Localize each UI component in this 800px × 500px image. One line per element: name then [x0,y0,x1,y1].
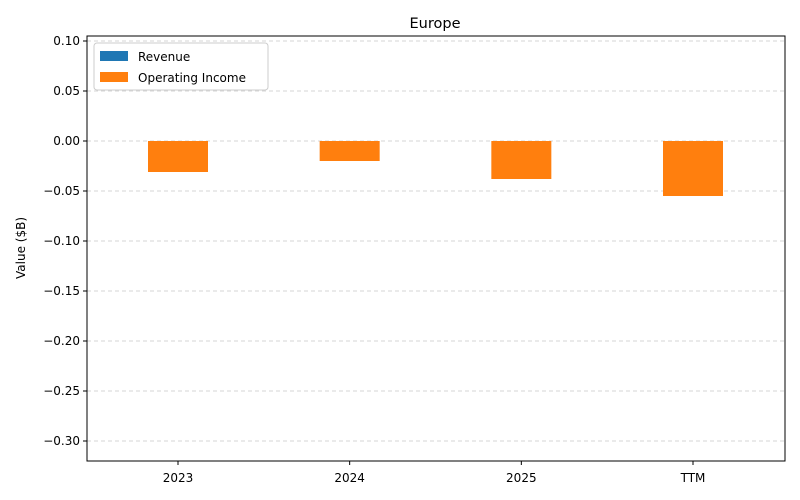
y-tick-label: −0.30 [43,434,80,448]
plot-area-frame [86,35,786,462]
chart-title: Europe [410,16,461,32]
legend-label-revenue: Revenue [138,50,190,64]
legend-swatch-revenue [100,51,128,61]
y-tick-label: −0.15 [43,284,80,298]
x-tick-label: TTM [680,471,706,485]
x-tick-label: 2023 [163,471,194,485]
y-tick-label: 0.05 [53,84,80,98]
bars [148,141,723,196]
x-tick-label: 2024 [334,471,365,485]
legend-label-operating-income: Operating Income [138,71,246,85]
y-tick-label: −0.05 [43,184,80,198]
y-tick-label: 0.00 [53,134,80,148]
y-tick-label: −0.20 [43,334,80,348]
bar-operating-income-2024 [319,141,380,161]
bar-operating-income-2023 [148,141,208,172]
y-tick-label: −0.10 [43,234,80,248]
y-axis-label: Value ($B) [14,217,28,279]
x-axis-ticks: 2023 2024 2025 TTM [163,461,706,485]
bar-operating-income-2025 [491,141,552,179]
x-tick-label: 2025 [506,471,537,485]
bar-operating-income-ttm [663,141,723,196]
legend: Revenue Operating Income [93,42,269,91]
y-tick-label: 0.10 [53,34,80,48]
y-tick-label: −0.25 [43,384,80,398]
legend-swatch-operating-income [100,72,128,82]
y-axis-ticks: 0.10 0.05 0.00 −0.05 −0.10 −0.15 −0.20 −0.25 −0.… [43,34,87,448]
legend-box [93,42,269,91]
grid-lines [87,40,785,442]
